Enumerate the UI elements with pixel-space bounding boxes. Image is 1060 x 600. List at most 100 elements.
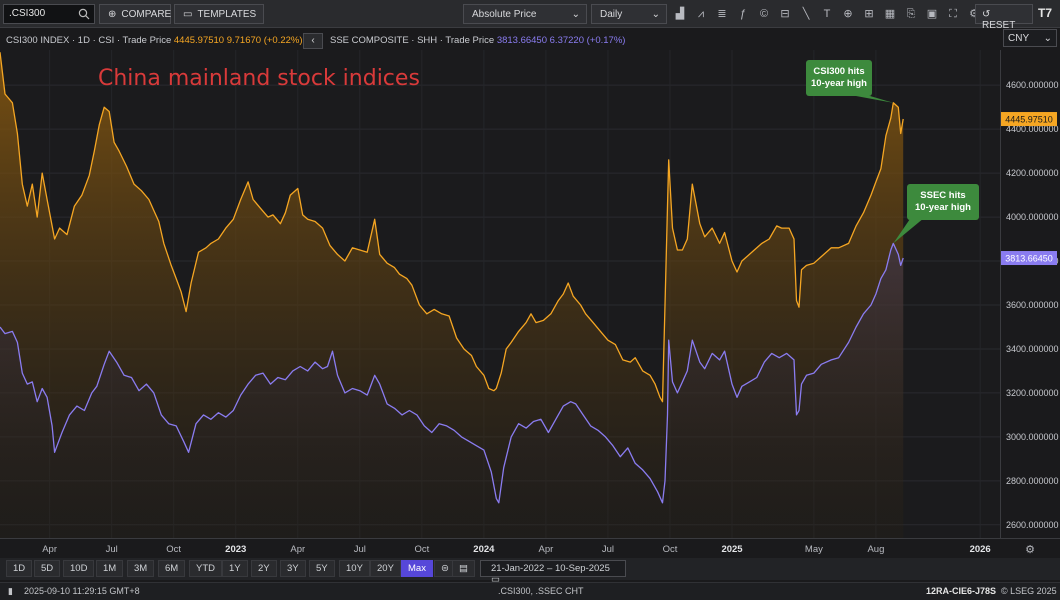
text-icon[interactable]: T <box>823 8 831 20</box>
zoom-icon[interactable]: ⊕ <box>843 8 853 20</box>
measure-icon[interactable]: ⊞ <box>864 8 874 20</box>
table-icon[interactable]: ▦ <box>884 8 896 20</box>
range-button-max[interactable]: Max <box>401 560 433 577</box>
x-tick-label: Apr <box>42 544 57 555</box>
fullscreen-icon[interactable]: ⛶ <box>949 8 957 20</box>
compare-button[interactable]: ⊕ COMPARE <box>99 4 171 24</box>
y-tick-label: 2600.000000 <box>1006 520 1059 530</box>
export-icon[interactable]: ⎘ <box>906 8 916 20</box>
legend-series-1[interactable]: CSI300 INDEX · 1D · CSI · Trade Price 44… <box>6 35 303 46</box>
date-to: 10-Sep-2025 <box>554 563 610 574</box>
annotation-text: CSI300 hits <box>813 66 864 77</box>
search-input[interactable]: .CSI300 <box>3 4 95 24</box>
chevron-down-icon: ⌄ <box>651 9 660 20</box>
annotation-box <box>806 60 872 96</box>
annotation-box <box>907 184 979 220</box>
range-button-1m[interactable]: 1M <box>96 560 124 577</box>
chevron-down-icon: ⌄ <box>1043 33 1052 44</box>
reset-label: RESET <box>982 20 1016 31</box>
reset-button[interactable]: ↺ RESET <box>975 4 1033 31</box>
price-mode-value: Absolute Price <box>472 9 537 20</box>
area-chart-icon[interactable]: ▟ <box>675 8 685 20</box>
series-line-2[interactable] <box>0 242 904 504</box>
image-icon[interactable]: ▣ <box>926 8 938 20</box>
x-tick-label: Jul <box>602 544 614 555</box>
chart-tools: ▟ ⩘ ≣ ƒ © ⊟ ╲ T ⊕ ⊞ ▦ ⎘ ▣ ⛶ ⚙ <box>672 6 982 22</box>
axis-settings-icon[interactable]: ⚙ <box>1025 544 1035 556</box>
legend-bar: CSI300 INDEX · 1D · CSI · Trade Price 44… <box>0 30 1000 50</box>
reset-icon: ↺ <box>982 9 991 20</box>
y-tick-label: 4400.000000 <box>1006 124 1059 134</box>
price-tag-label-2: 3813.66450 <box>1005 254 1053 264</box>
y-tick-label: 3600.000000 <box>1006 300 1059 310</box>
tradingview-logo: T7 <box>1038 6 1053 20</box>
y-tick-label: 4200.000000 <box>1006 168 1059 178</box>
currency-select[interactable]: CNY ⌄ <box>1003 29 1057 47</box>
range-button-3y[interactable]: 3Y <box>280 560 306 577</box>
annotation-pointer <box>893 216 924 244</box>
range-button-ytd[interactable]: YTD <box>189 560 222 577</box>
price-tag-label-1: 4445.97510 <box>1005 115 1053 125</box>
range-button-1y[interactable]: 1Y <box>222 560 248 577</box>
x-tick-label: May <box>805 544 823 555</box>
range-button-1d[interactable]: 1D <box>6 560 33 577</box>
annotation-text: 10-year high <box>915 202 971 213</box>
range-button-5d[interactable]: 5D <box>34 560 61 577</box>
status-bar: ▮ 2025-09-10 11:29:15 GMT+8 .CSI300, .SS… <box>0 582 1060 600</box>
y-tick-label: 3200.000000 <box>1006 388 1059 398</box>
compare-label: COMPARE <box>121 8 172 20</box>
templates-button[interactable]: ▭ TEMPLATES <box>174 4 264 24</box>
y-tick-label: 3000.000000 <box>1006 432 1059 442</box>
status-timestamp: 2025-09-10 11:29:15 GMT+8 <box>24 586 140 596</box>
legend-series-2[interactable]: SSE COMPOSITE · SHH · Trade Price 3813.6… <box>330 35 625 46</box>
range-button-2y[interactable]: 2Y <box>251 560 277 577</box>
chevron-down-icon: ⌄ <box>571 9 580 20</box>
currency-icon[interactable]: © <box>759 8 769 20</box>
date-separator: – <box>547 563 553 574</box>
trend-icon[interactable]: ╲ <box>802 8 810 20</box>
x-tick-label: Apr <box>539 544 554 555</box>
x-tick-label: Jul <box>354 544 366 555</box>
x-tick-label: 2025 <box>721 544 743 555</box>
annotation-text: SSEC hits <box>920 190 965 201</box>
x-tick-label: Apr <box>290 544 305 555</box>
series-line-1[interactable] <box>0 52 904 403</box>
status-copyright: © LSEG 2025 <box>1001 586 1057 596</box>
legend-1-name: CSI300 INDEX · 1D · CSI · Trade Price <box>6 35 172 46</box>
y-tick-label: 4600.000000 <box>1006 80 1059 90</box>
legend-2-values: 3813.66450 6.37220 (+0.17%) <box>496 35 626 46</box>
search-value: .CSI300 <box>9 8 46 19</box>
stack-icon[interactable]: ≣ <box>717 8 727 20</box>
x-tick-label: Oct <box>414 544 429 555</box>
x-tick-label: Aug <box>867 544 884 555</box>
range-button-5y[interactable]: 5Y <box>309 560 335 577</box>
interval-select[interactable]: Daily ⌄ <box>591 4 667 24</box>
price-mode-select[interactable]: Absolute Price ⌄ <box>463 4 587 24</box>
folder-icon: ▭ <box>183 8 193 20</box>
legend-collapse-button[interactable]: ‹ <box>303 33 323 49</box>
price-chart[interactable]: 2600.000000 2800.000000 3000.000000 3200.00… <box>0 50 1060 558</box>
gear-icon[interactable]: ⚙ <box>969 8 979 20</box>
series-area-2 <box>0 243 904 538</box>
line-chart-icon[interactable]: ⩘ <box>697 8 705 20</box>
y-tick-label: 2800.000000 <box>1006 476 1059 486</box>
range-button-10d[interactable]: 10D <box>63 560 95 577</box>
calendar-icon: ▭ <box>491 574 500 585</box>
range-button-10y[interactable]: 10Y <box>339 560 370 577</box>
event-icon[interactable]: ⊟ <box>780 8 790 20</box>
plus-circle-icon: ⊕ <box>108 8 117 20</box>
annotation-pointer <box>856 96 894 103</box>
legend-1-values: 4445.97510 9.71670 (+0.22%) <box>173 35 303 46</box>
toolbar: .CSI300 ⊕ COMPARE ▭ TEMPLATES Absolute P… <box>0 0 1060 31</box>
x-tick-label: 2024 <box>473 544 495 555</box>
search-icon[interactable] <box>78 8 90 20</box>
range-button-3m[interactable]: 3M <box>127 560 155 577</box>
y-tick-label: 4000.000000 <box>1006 212 1059 222</box>
x-tick-label: Jul <box>106 544 118 555</box>
date-range-input[interactable]: 21-Jan-2022 – 10-Sep-2025 ▭ <box>480 560 626 585</box>
calendar-grid-icon[interactable]: ▤ <box>452 560 475 577</box>
range-button-6m[interactable]: 6M <box>158 560 186 577</box>
range-button-20y[interactable]: 20Y <box>370 560 401 577</box>
function-icon[interactable]: ƒ <box>739 8 747 20</box>
legend-2-name: SSE COMPOSITE · SHH · Trade Price <box>330 35 495 46</box>
